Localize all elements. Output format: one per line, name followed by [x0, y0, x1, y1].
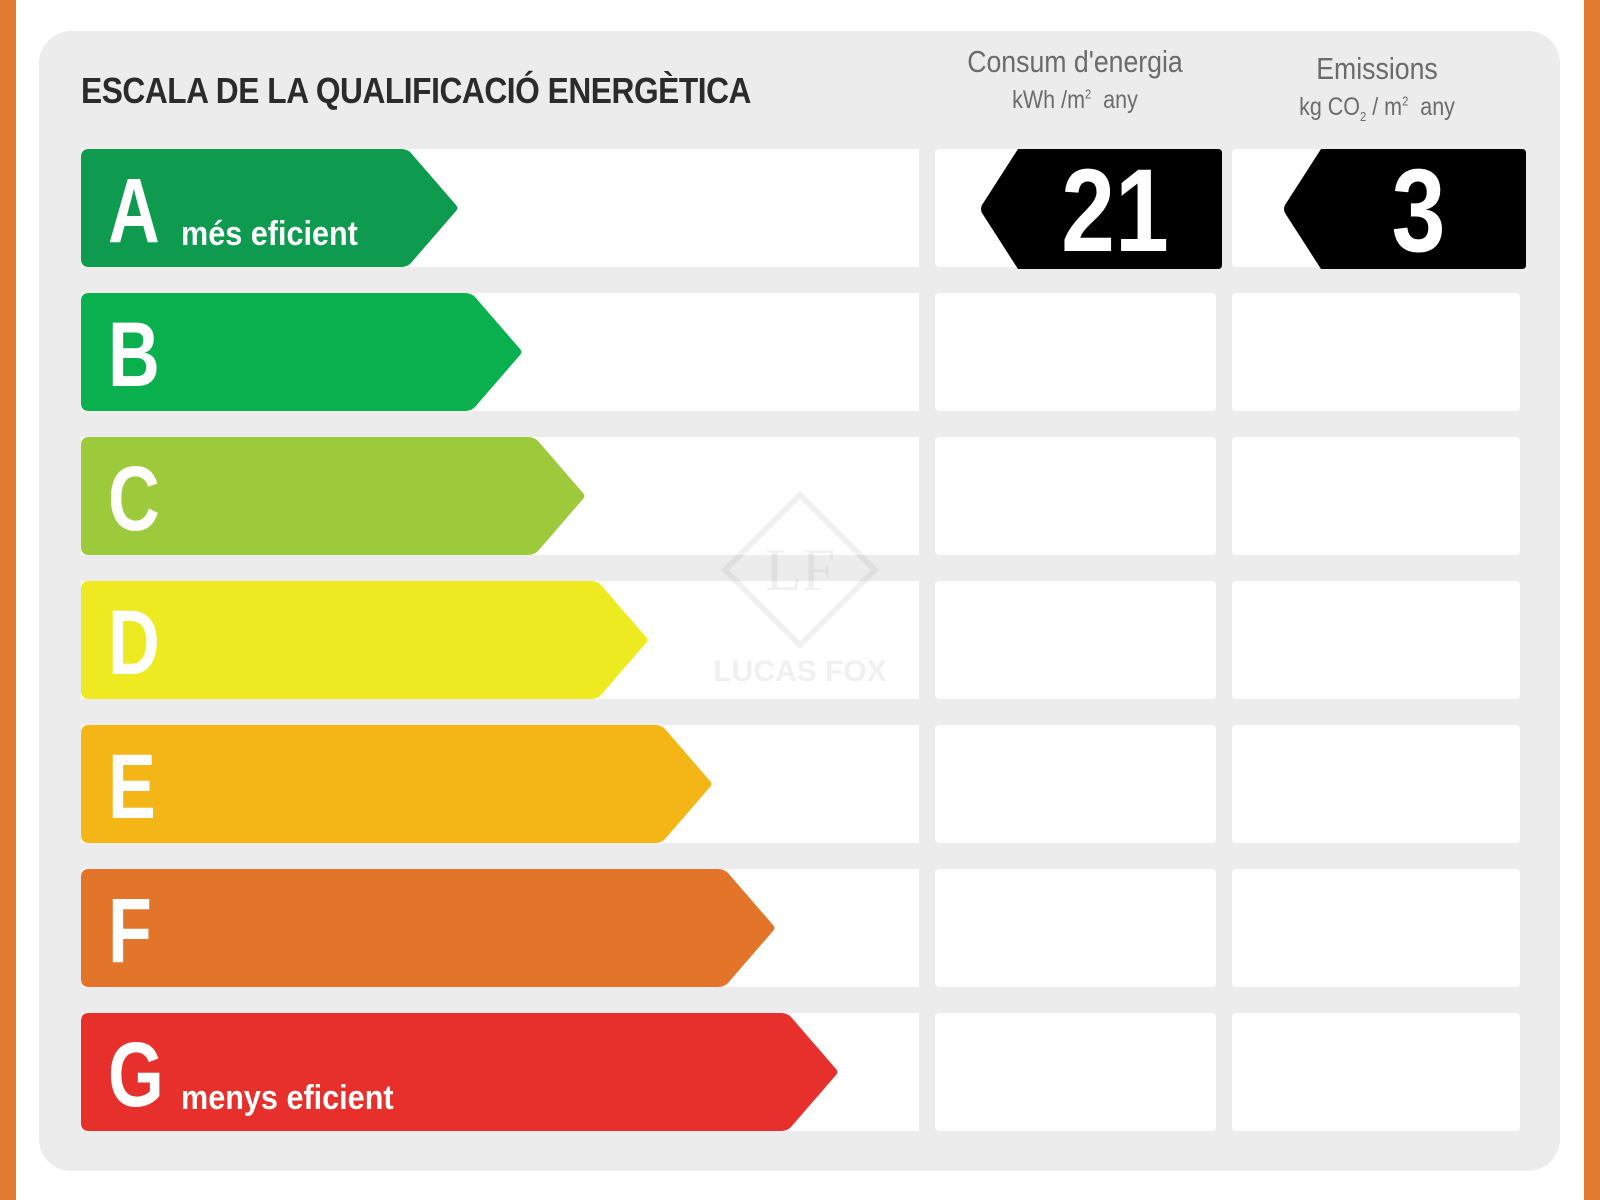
energy-cell [935, 869, 1216, 987]
energy-cell [935, 581, 1216, 699]
energy-cell [935, 293, 1216, 411]
class-arrow-d [81, 581, 649, 699]
energy-column-unit: kWh /m2 any [1012, 86, 1138, 114]
class-arrow-f [81, 869, 776, 987]
emissions-cell [1232, 293, 1520, 411]
class-letter: C [108, 448, 160, 550]
emissions-rating-value: 3 [1391, 145, 1446, 277]
emissions-cell [1232, 869, 1520, 987]
class-sublabel: menys eficient [181, 1079, 394, 1117]
class-letter: F [108, 880, 152, 982]
energy-cell [935, 1013, 1216, 1131]
class-letter: A [108, 160, 160, 262]
emissions-cell [1232, 725, 1520, 843]
emissions-column-header: Emissions kg CO2 / m2 any [1222, 51, 1532, 124]
class-letter: B [108, 304, 160, 406]
energy-cell [935, 725, 1216, 843]
class-letter: G [108, 1024, 164, 1126]
energy-cell [935, 437, 1216, 555]
class-arrow-e [81, 725, 713, 843]
class-arrow-c [81, 437, 586, 555]
class-arrow-g [81, 1013, 839, 1131]
energy-column-label: Consum d'energia [967, 44, 1183, 79]
class-arrow-b [81, 293, 523, 411]
energy-column-header: Consum d'energia kWh /m2 any [920, 44, 1230, 115]
energy-rating-value: 21 [1061, 145, 1169, 277]
class-arrow-a [81, 149, 459, 267]
emissions-cell [1232, 437, 1520, 555]
emissions-cell [1232, 1013, 1520, 1131]
class-letter: D [108, 592, 160, 694]
class-sublabel: més eficient [181, 215, 358, 253]
emissions-column-label: Emissions [1316, 51, 1438, 86]
energy-rating-marker: 21 [980, 149, 1222, 274]
page-title: ESCALA DE LA QUALIFICACIÓ ENERGÈTICA [81, 70, 751, 111]
emissions-column-unit: kg CO2 / m2 any [1299, 93, 1455, 124]
emissions-cell [1232, 581, 1520, 699]
emissions-rating-marker: 3 [1283, 149, 1526, 274]
class-letter: E [108, 736, 156, 838]
